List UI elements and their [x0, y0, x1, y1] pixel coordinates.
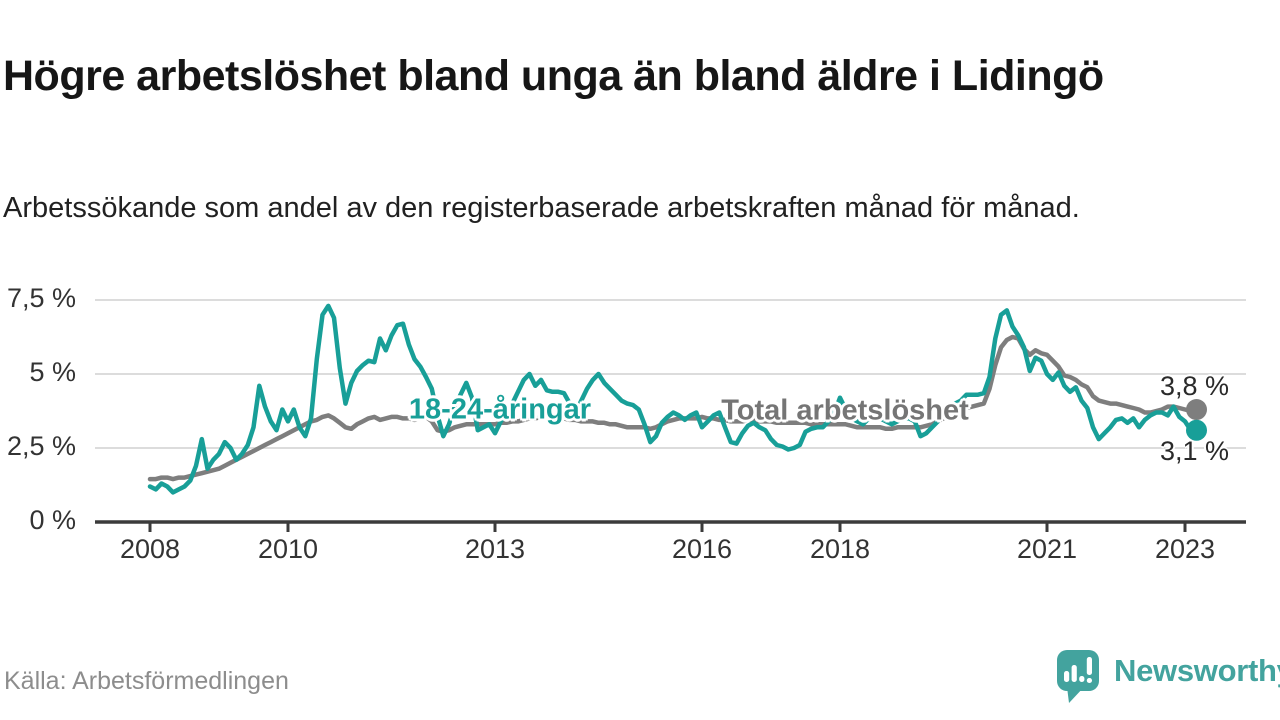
- x-tick-label: 2010: [257, 534, 319, 564]
- x-tick-label: 2013: [464, 534, 526, 564]
- x-tick-label: 2008: [119, 534, 181, 564]
- newsworthy-logo-text: Newsworthy: [1114, 653, 1280, 688]
- end-value-youth: 3,1 %: [1159, 436, 1229, 466]
- series-label-youth: 18-24-åringar: [408, 393, 592, 426]
- source-note: Källa: Arbetsförmedlingen: [4, 667, 289, 695]
- newsworthy-logo: Newsworthy: [1056, 649, 1280, 705]
- end-value-total: 3,8 %: [1159, 371, 1229, 401]
- end-dot-total: [1186, 399, 1207, 421]
- x-tick-label: 2016: [671, 534, 733, 564]
- newsworthy-logo-icon: [1057, 650, 1099, 703]
- page-title: Högre arbetslöshet bland unga än bland ä…: [3, 51, 1104, 100]
- y-tick-label: 7,5 %: [6, 283, 76, 313]
- y-tick-label: 0 %: [29, 505, 76, 535]
- x-tick-label: 2021: [1016, 534, 1078, 564]
- y-tick-label: 5 %: [29, 357, 76, 387]
- x-tick-label: 2018: [809, 534, 871, 564]
- x-tick-label: 2023: [1154, 534, 1216, 564]
- y-tick-label: 2,5 %: [6, 431, 76, 461]
- page-subtitle: Arbetssökande som andel av den registerb…: [3, 192, 1080, 224]
- series-label-total: Total arbetslöshet: [721, 394, 969, 427]
- series-line-youth: [147, 303, 1199, 495]
- end-dot-youth: [1186, 419, 1207, 441]
